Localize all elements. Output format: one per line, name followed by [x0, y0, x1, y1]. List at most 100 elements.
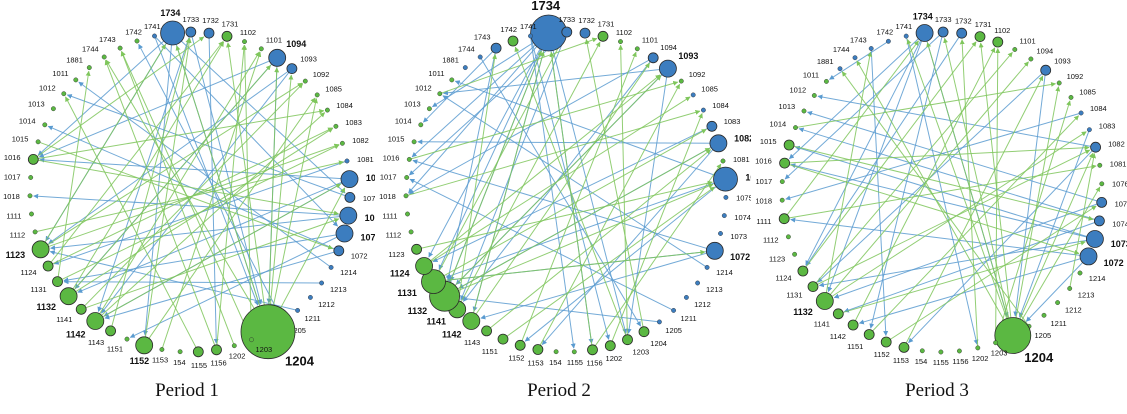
node-1075 — [345, 192, 355, 202]
node-1202 — [605, 341, 615, 351]
node-label-1072: 1072 — [351, 252, 368, 261]
node-label-1141: 1141 — [56, 315, 72, 324]
node-1074 — [722, 213, 726, 217]
node-1012 — [62, 92, 66, 96]
node-1153 — [533, 345, 543, 355]
node-label-1073: 1073 — [1111, 239, 1127, 249]
node-1881 — [463, 65, 467, 69]
node-layer: 1734173317321731110211011094109310921085… — [3, 8, 375, 370]
node-label-1013: 1013 — [779, 102, 796, 111]
node-1213 — [695, 281, 699, 285]
node-1881 — [838, 67, 842, 71]
node-1733 — [186, 27, 196, 37]
node-1075 — [724, 195, 728, 199]
node-label-1202: 1202 — [606, 354, 623, 363]
node-label-1015: 1015 — [12, 135, 29, 144]
edge-1153-1101 — [162, 52, 260, 349]
edge-1734-1016 — [789, 33, 924, 159]
node-label-1101: 1101 — [1020, 37, 1036, 46]
node-label-1211: 1211 — [305, 314, 321, 323]
node-label-1082: 1082 — [352, 136, 369, 145]
node-1112 — [409, 230, 413, 234]
node-label-1132: 1132 — [793, 307, 813, 317]
node-label-1156: 1156 — [587, 359, 603, 368]
network-panel-period-3: 1734 1733 1732 1731110211011094109310921085… — [752, 0, 1127, 380]
node-label-1732: 1732 — [955, 16, 972, 25]
node-1018 — [404, 194, 408, 198]
node-label-1092: 1092 — [313, 70, 330, 79]
node-label-1204: 1204 — [285, 353, 315, 368]
node-label-1741: 1741 — [520, 22, 537, 31]
node-1155 — [572, 350, 576, 354]
node-label-1731: 1731 — [975, 20, 992, 29]
node-label-1123: 1123 — [6, 250, 26, 260]
node-label-1073: 1073 — [730, 232, 747, 241]
node-1153 — [899, 342, 909, 352]
node-1073 — [336, 225, 353, 242]
node-label-1203: 1203 — [256, 345, 273, 354]
node-1017 — [29, 175, 33, 179]
node-1881 — [87, 65, 91, 69]
node-1014 — [419, 123, 423, 127]
node-label-1202: 1202 — [229, 352, 246, 361]
edge-1203-1742 — [515, 47, 627, 340]
node-label-1152: 1152 — [874, 350, 890, 359]
node-label-1093: 1093 — [1054, 56, 1071, 65]
node-label-1094: 1094 — [1037, 47, 1054, 56]
edge-1205-1742 — [139, 44, 284, 322]
node-1731 — [598, 31, 608, 41]
node-label-1112: 1112 — [386, 230, 402, 239]
node-1733 — [562, 27, 572, 37]
node-1153 — [160, 347, 164, 351]
node-label-1142: 1142 — [830, 332, 846, 341]
node-label-1213: 1213 — [330, 285, 347, 294]
node-label-1075: 1075 — [736, 194, 751, 203]
node-1212 — [684, 295, 688, 299]
node-label-1204: 1204 — [1024, 350, 1054, 365]
node-label-1075: 1075 — [363, 194, 375, 203]
node-1214 — [329, 265, 333, 269]
node-1741 — [528, 34, 532, 38]
node-1015 — [412, 140, 416, 144]
node-1016 — [407, 157, 411, 161]
node-1012 — [438, 92, 442, 96]
node-label-1081: 1081 — [357, 155, 374, 164]
edge-1142-1094 — [471, 63, 649, 321]
node-1015 — [784, 140, 794, 150]
node-1083 — [707, 121, 717, 131]
node-1152 — [515, 340, 525, 350]
node-label-1151: 1151 — [847, 342, 863, 351]
node-1013 — [802, 109, 806, 113]
node-1742 — [886, 39, 890, 43]
node-1076 — [714, 167, 738, 191]
edge-1734-1131 — [439, 33, 548, 269]
node-label-1203: 1203 — [991, 348, 1008, 357]
node-1131 — [808, 282, 818, 292]
node-1214 — [1078, 271, 1082, 275]
node-label-1018: 1018 — [3, 192, 20, 201]
node-1203 — [993, 341, 997, 345]
node-1111 — [29, 212, 33, 216]
node-label-154: 154 — [915, 357, 928, 366]
node-1102 — [242, 39, 246, 43]
node-1101 — [1013, 47, 1017, 51]
edge-1143-1082 — [487, 150, 711, 331]
node-1085 — [1069, 95, 1073, 99]
node-label-1074: 1074 — [1112, 219, 1127, 228]
node-label-1102: 1102 — [616, 28, 632, 37]
node-label-1093: 1093 — [300, 55, 317, 64]
node-label-1141: 1141 — [814, 320, 830, 329]
node-label-1014: 1014 — [770, 120, 787, 129]
node-label-1153: 1153 — [893, 356, 909, 365]
node-1112 — [786, 235, 790, 239]
node-label-1203: 1203 — [633, 348, 650, 357]
node-1741 — [152, 34, 156, 38]
node-label-1155: 1155 — [191, 361, 207, 370]
node-1075 — [1097, 197, 1107, 207]
node-label-1073: 1073 — [361, 233, 376, 243]
node-1151 — [498, 334, 508, 344]
node-1074 — [340, 207, 357, 224]
node-label-1143: 1143 — [88, 338, 104, 347]
node-1734 — [916, 25, 933, 42]
node-1011 — [450, 78, 454, 82]
